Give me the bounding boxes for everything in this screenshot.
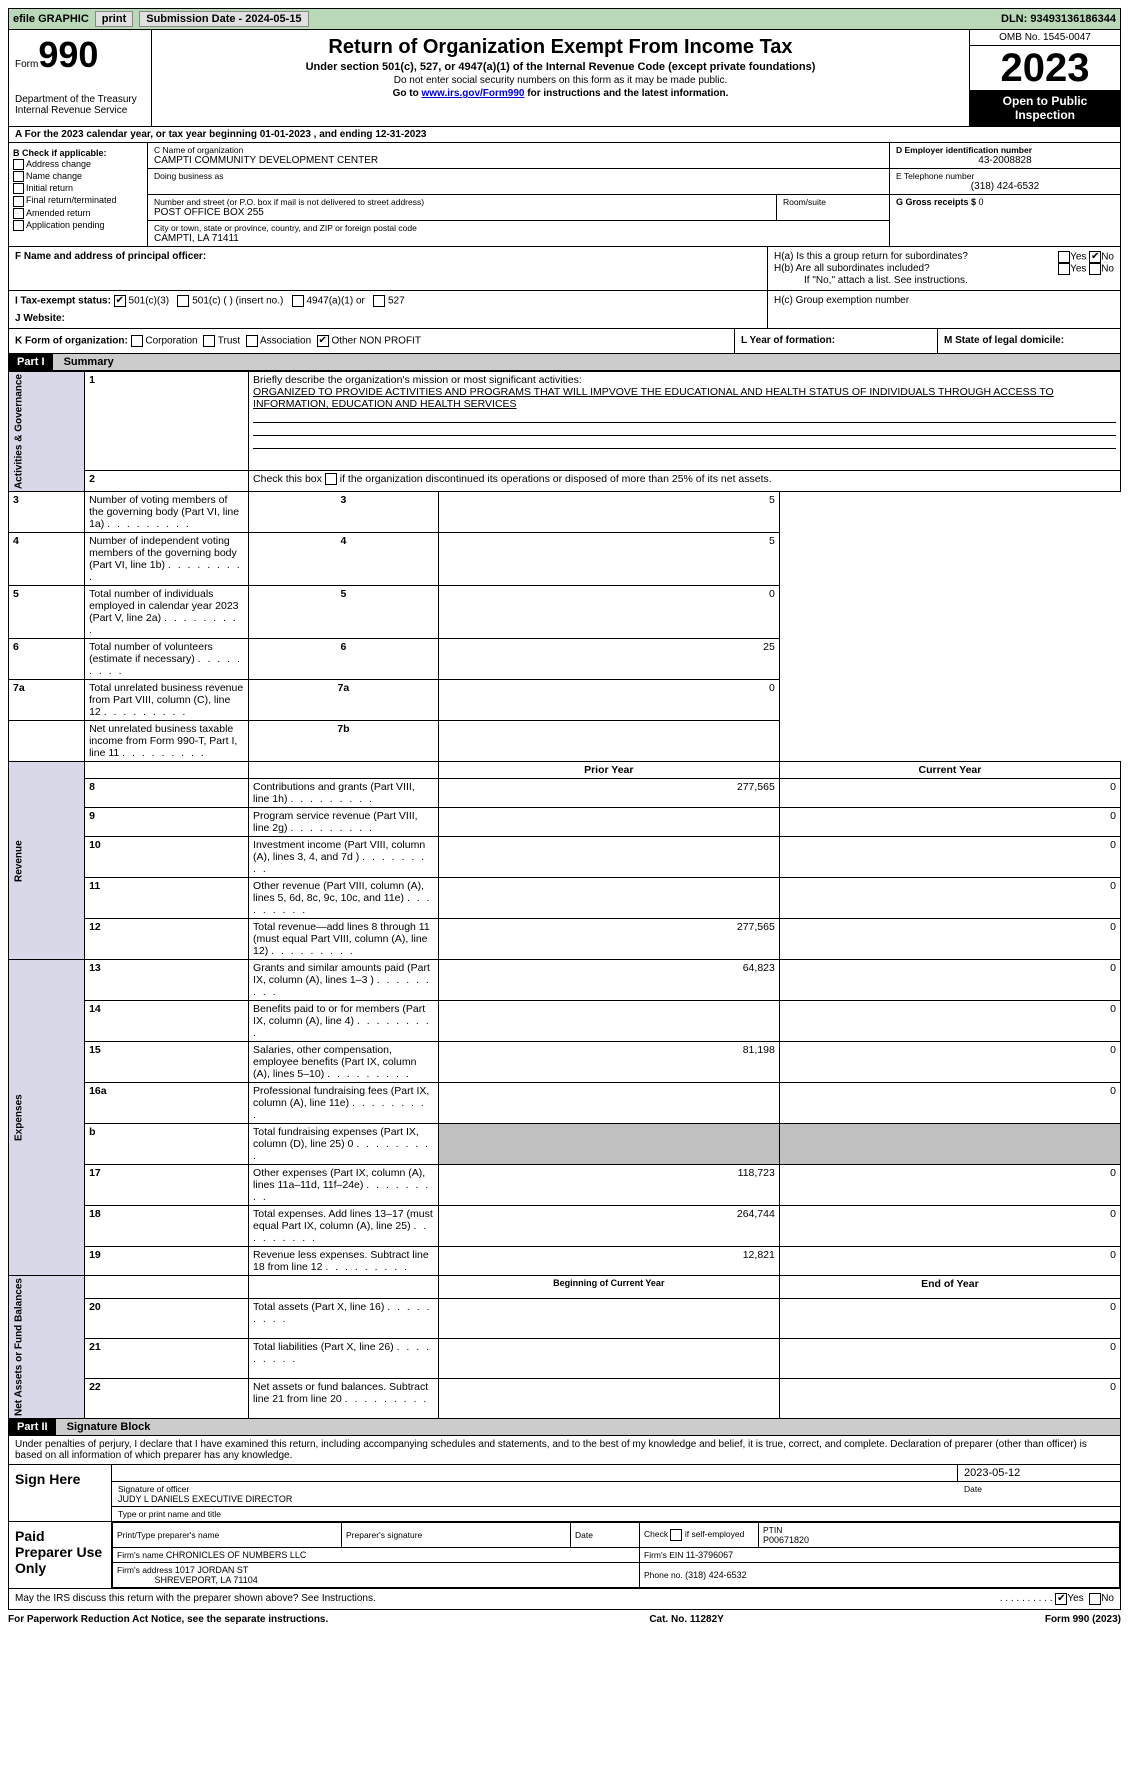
may-discuss-row: May the IRS discuss this return with the…: [8, 1589, 1121, 1610]
principal-officer-label: F Name and address of principal officer:: [15, 251, 206, 262]
officer-name: JUDY L DANIELS EXECUTIVE DIRECTOR: [118, 1494, 292, 1504]
paid-preparer-block: Paid Preparer Use Only Print/Type prepar…: [8, 1522, 1121, 1589]
firm-phone: (318) 424-6532: [685, 1570, 747, 1580]
col-d: D Employer identification number 43-2008…: [889, 143, 1120, 246]
chk-self-employed[interactable]: [670, 1529, 682, 1541]
row-a-period: A For the 2023 calendar year, or tax yea…: [8, 127, 1121, 143]
h-c: H(c) Group exemption number: [774, 295, 1114, 306]
chk-address-change[interactable]: [13, 159, 24, 170]
telephone: (318) 424-6532: [896, 181, 1114, 192]
firm-addr: 1017 JORDAN ST: [175, 1565, 249, 1575]
f-h-row: F Name and address of principal officer:…: [8, 247, 1121, 291]
chk-initial-return[interactable]: [13, 183, 24, 194]
may-no[interactable]: [1089, 1593, 1101, 1605]
chk-4947[interactable]: [292, 295, 304, 307]
page-footer: For Paperwork Reduction Act Notice, see …: [8, 1610, 1121, 1629]
omb-number: OMB No. 1545-0047: [970, 30, 1120, 46]
may-yes[interactable]: [1055, 1593, 1067, 1605]
form-header: Form990 Department of the Treasury Inter…: [8, 30, 1121, 127]
gross-receipts: 0: [979, 197, 984, 207]
sign-here-block: Sign Here 2023-05-12 Signature of office…: [8, 1465, 1121, 1522]
entity-grid: B Check if applicable: Address change Na…: [8, 143, 1121, 247]
h-a: H(a) Is this a group return for subordin…: [774, 251, 974, 263]
state-domicile: M State of legal domicile:: [944, 335, 1064, 346]
part2-bar: Part II Signature Block: [8, 1419, 1121, 1436]
mission: ORGANIZED TO PROVIDE ACTIVITIES AND PROG…: [253, 386, 1054, 410]
firm-city: SHREVEPORT, LA 71104: [155, 1575, 258, 1585]
chk-corp[interactable]: [131, 335, 143, 347]
chk-trust[interactable]: [203, 335, 215, 347]
print-button[interactable]: print: [95, 11, 133, 27]
tax-year: 2023: [970, 46, 1120, 90]
dln: DLN: 93493136186344: [1001, 13, 1116, 25]
chk-app-pending[interactable]: [13, 220, 24, 231]
ha-no[interactable]: [1089, 251, 1101, 263]
ptin: P00671820: [763, 1535, 809, 1545]
chk-discontinued[interactable]: [325, 473, 337, 485]
firm-name: CHRONICLES OF NUMBERS LLC: [166, 1550, 307, 1560]
firm-ein: 11-3796067: [686, 1550, 733, 1560]
summary-table: Activities & Governance 1 Briefly descri…: [8, 371, 1121, 1419]
form-line2: Do not enter social security numbers on …: [158, 75, 963, 86]
chk-527[interactable]: [373, 295, 385, 307]
col-b-checkboxes: B Check if applicable: Address change Na…: [9, 143, 148, 246]
form-subtitle: Under section 501(c), 527, or 4947(a)(1)…: [158, 61, 963, 73]
part1-bar: Part I Summary: [8, 354, 1121, 371]
col-c: C Name of organization CAMPTI COMMUNITY …: [148, 143, 889, 246]
room-suite-label: Room/suite: [783, 197, 883, 207]
irs-link[interactable]: www.irs.gov/Form990: [421, 88, 524, 99]
submission-date: Submission Date - 2024-05-15: [139, 11, 308, 27]
org-city: CAMPTI, LA 71411: [154, 233, 883, 244]
chk-other[interactable]: [317, 335, 329, 347]
chk-name-change[interactable]: [13, 171, 24, 182]
hb-yes[interactable]: [1058, 263, 1070, 275]
h-b: H(b) Are all subordinates included?: [774, 263, 974, 275]
header-mid: Return of Organization Exempt From Incom…: [152, 30, 969, 126]
penalties: Under penalties of perjury, I declare th…: [8, 1436, 1121, 1465]
form-title: Return of Organization Exempt From Incom…: [158, 36, 963, 59]
efile-label: efile GRAPHIC: [13, 13, 89, 25]
header-right: OMB No. 1545-0047 2023 Open to Public In…: [969, 30, 1120, 126]
chk-final-return[interactable]: [13, 196, 24, 207]
form-number: 990: [38, 34, 98, 75]
org-address: POST OFFICE BOX 255: [154, 207, 770, 218]
h-b-note: If "No," attach a list. See instructions…: [774, 275, 1114, 286]
website-label: J Website:: [15, 313, 65, 324]
hb-no[interactable]: [1089, 263, 1101, 275]
form-line3: Go to www.irs.gov/Form990 for instructio…: [158, 88, 963, 99]
open-to-public: Open to Public Inspection: [970, 90, 1120, 126]
i-row: I Tax-exempt status: 501(c)(3) 501(c) ( …: [8, 291, 1121, 329]
ein: 43-2008828: [896, 155, 1114, 166]
other-val: NON PROFIT: [359, 336, 421, 347]
dept-label: Department of the Treasury Internal Reve…: [15, 94, 145, 116]
top-bar: efile GRAPHIC print Submission Date - 20…: [8, 8, 1121, 30]
chk-501c[interactable]: [177, 295, 189, 307]
chk-501c3[interactable]: [114, 295, 126, 307]
sig-date: 2023-05-12: [958, 1465, 1120, 1482]
year-formation: L Year of formation:: [741, 335, 835, 346]
header-left: Form990 Department of the Treasury Inter…: [9, 30, 152, 126]
dba-label: Doing business as: [154, 171, 883, 181]
chk-assoc[interactable]: [246, 335, 258, 347]
ha-yes[interactable]: [1058, 251, 1070, 263]
k-row: K Form of organization: Corporation Trus…: [8, 329, 1121, 354]
side-gov: Activities & Governance: [9, 372, 85, 492]
org-name: CAMPTI COMMUNITY DEVELOPMENT CENTER: [154, 155, 883, 166]
chk-amended[interactable]: [13, 208, 24, 219]
